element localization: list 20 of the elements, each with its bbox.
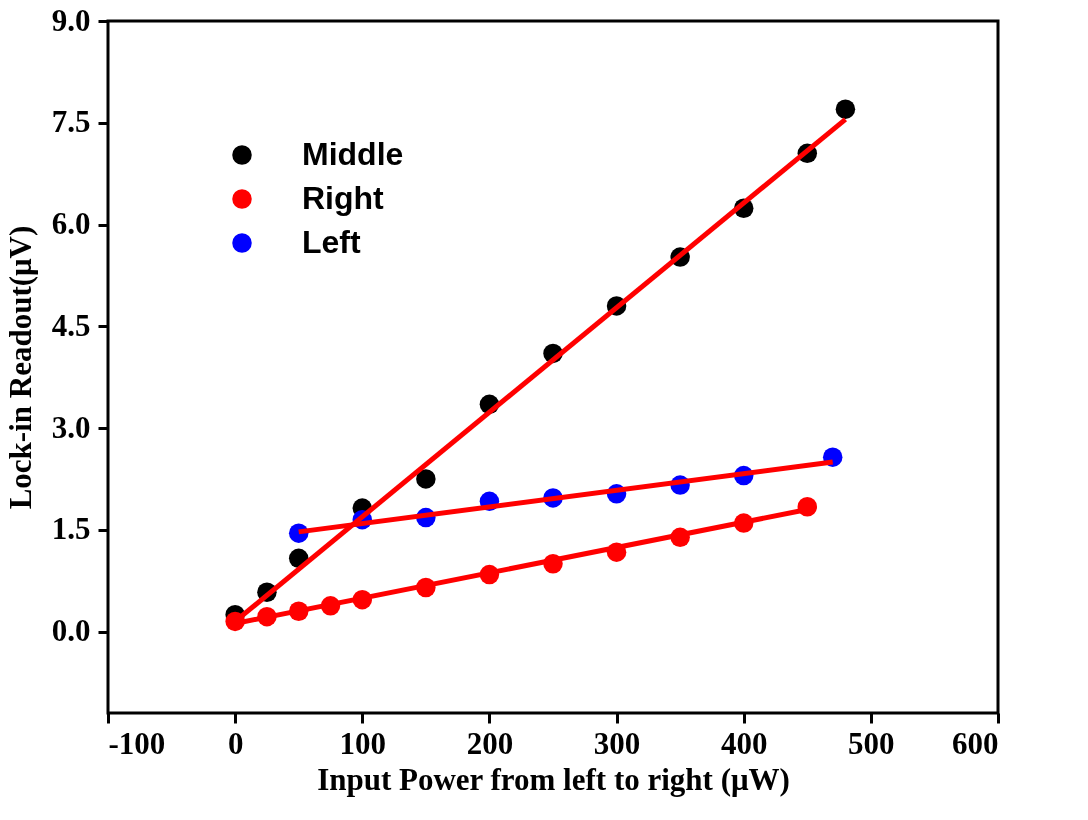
y-tick-label: 0.0	[51, 613, 91, 649]
x-tick-label: 600	[952, 725, 999, 761]
x-tick-label: 100	[339, 725, 387, 761]
legend-label: Middle	[302, 136, 404, 172]
y-axis-title: Lock-in Readout(μV)	[2, 225, 38, 510]
y-tick-label: 4.5	[51, 307, 91, 343]
y-tick-label: 1.5	[51, 511, 91, 547]
y-tick-label: 9.0	[51, 2, 91, 38]
x-axis-title: Input Power from left to right (μW)	[317, 761, 790, 797]
legend-label: Left	[302, 224, 361, 260]
x-tick-label: 200	[466, 725, 514, 761]
x-tick-label: 500	[848, 725, 895, 761]
x-tick-label: 0	[227, 725, 244, 761]
y-tick-label: 7.5	[51, 104, 91, 140]
x-tick-label: 400	[720, 725, 768, 761]
x-tick-label: 300	[593, 725, 641, 761]
y-tick-label: 3.0	[51, 409, 91, 445]
legend-label: Right	[302, 180, 385, 216]
x-tick-label: -100	[108, 725, 166, 761]
y-tick-label: 6.0	[51, 206, 91, 242]
